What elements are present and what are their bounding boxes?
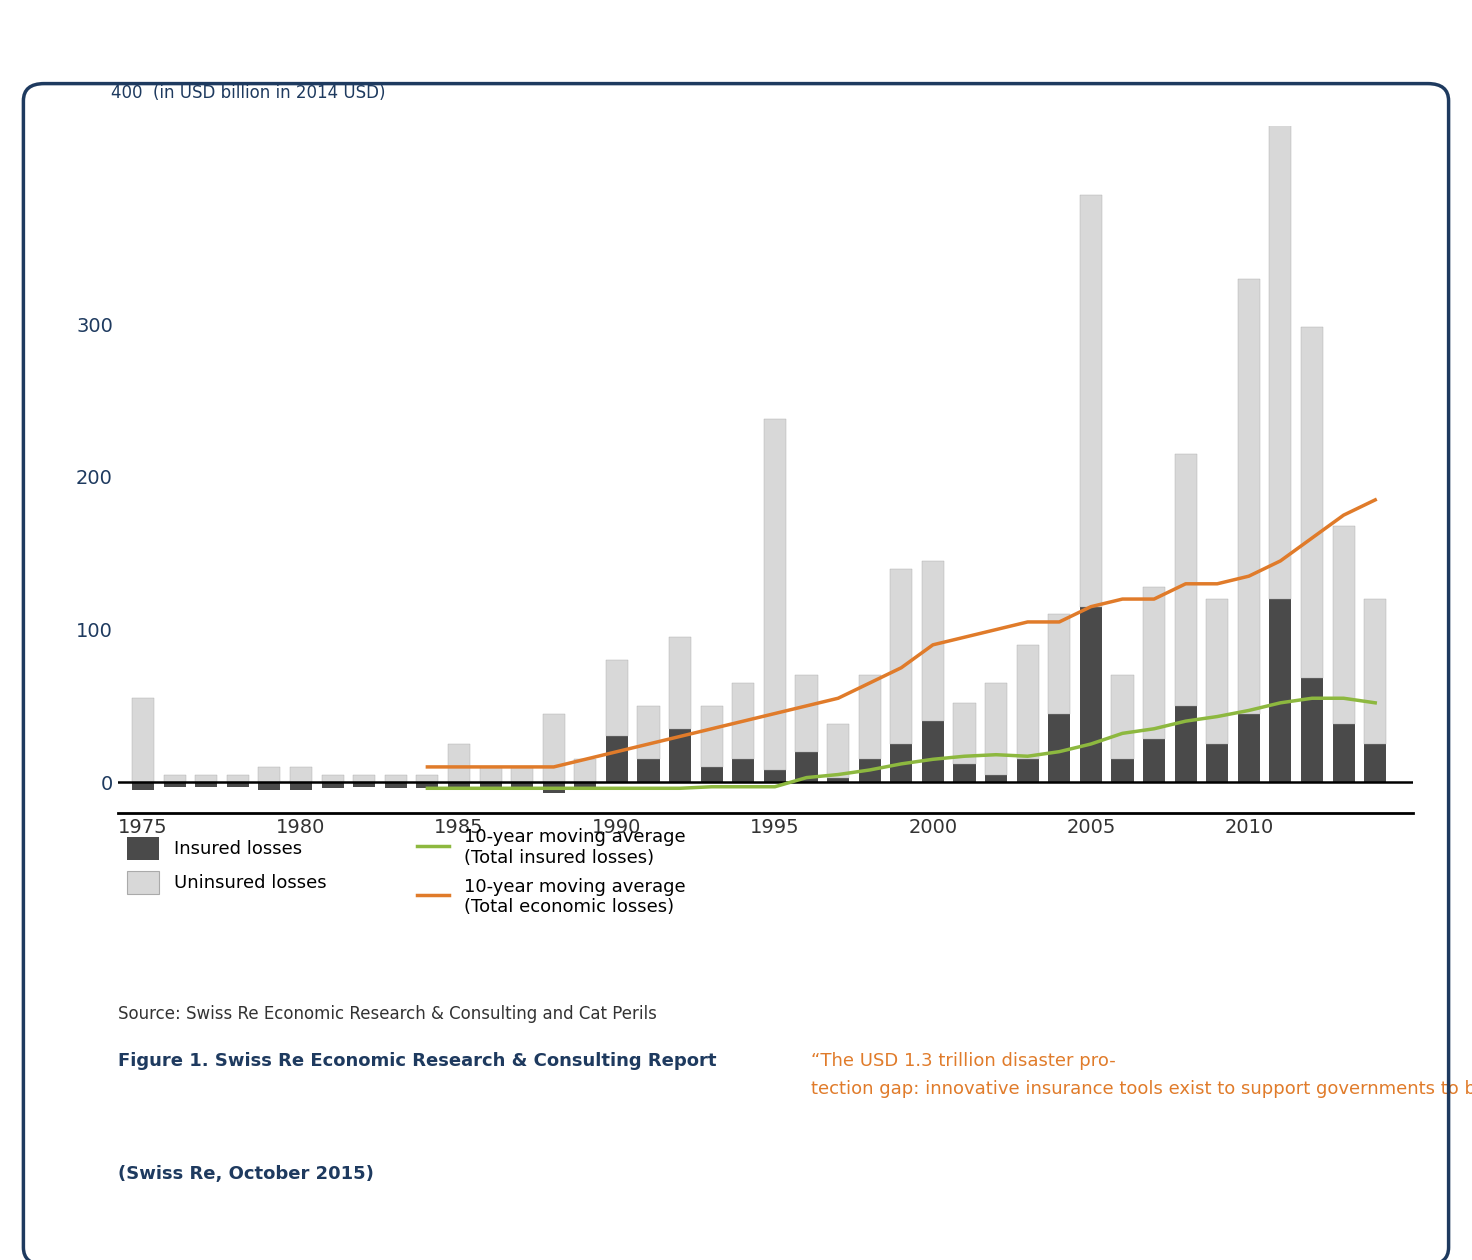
Bar — [670, 728, 692, 782]
Bar — [637, 760, 659, 782]
Bar — [480, 767, 502, 782]
Bar — [353, 782, 375, 786]
Bar — [921, 721, 944, 782]
Bar — [480, 782, 502, 786]
Bar — [985, 683, 1007, 775]
Bar — [1332, 724, 1354, 782]
Bar — [132, 698, 155, 782]
Bar — [384, 782, 406, 789]
Bar — [543, 713, 565, 782]
Bar — [447, 743, 470, 782]
Bar — [637, 706, 659, 760]
Bar — [1365, 743, 1387, 782]
Bar — [353, 775, 375, 782]
Bar — [511, 767, 533, 782]
Bar — [1365, 598, 1387, 743]
Bar — [1080, 607, 1103, 782]
Text: Source: Swiss Re Economic Research & Consulting and Cat Perils: Source: Swiss Re Economic Research & Con… — [118, 1005, 657, 1023]
Bar — [290, 767, 312, 782]
Bar — [1269, 598, 1291, 782]
Bar — [732, 683, 754, 760]
Bar — [227, 782, 249, 786]
Bar — [259, 782, 281, 790]
Bar — [670, 638, 692, 728]
Bar — [227, 775, 249, 782]
Bar — [891, 743, 913, 782]
Bar — [1080, 195, 1103, 607]
Bar — [511, 782, 533, 790]
Bar — [1238, 713, 1260, 782]
Bar — [290, 782, 312, 790]
Bar — [827, 777, 849, 782]
Bar — [384, 775, 406, 782]
Bar — [1017, 760, 1039, 782]
Bar — [606, 660, 629, 736]
Bar — [1142, 740, 1166, 782]
Text: “The USD 1.3 trillion disaster pro-
tection gap: innovative insurance tools exis: “The USD 1.3 trillion disaster pro- tect… — [811, 1052, 1472, 1097]
Bar — [259, 767, 281, 782]
Bar — [921, 561, 944, 721]
Bar — [1111, 675, 1133, 760]
Bar — [1301, 678, 1323, 782]
Bar — [1206, 598, 1228, 743]
Text: 400  (in USD billion in 2014 USD): 400 (in USD billion in 2014 USD) — [112, 84, 386, 102]
Bar — [321, 775, 343, 782]
Bar — [1175, 454, 1197, 706]
Text: Natural catastrophe losses: Insured vs uninsured losses, 1975-2014: Natural catastrophe losses: Insured vs u… — [32, 33, 1151, 62]
Bar — [701, 706, 723, 767]
Bar — [954, 764, 976, 782]
Bar — [764, 770, 786, 782]
Bar — [1142, 587, 1166, 740]
Bar — [985, 775, 1007, 782]
Bar — [321, 782, 343, 789]
Bar — [701, 767, 723, 782]
Bar — [732, 760, 754, 782]
Bar — [447, 782, 470, 790]
Bar — [954, 703, 976, 764]
Text: (Swiss Re, October 2015): (Swiss Re, October 2015) — [118, 1166, 374, 1183]
Bar — [858, 675, 880, 760]
Bar — [417, 782, 439, 789]
Bar — [574, 782, 596, 790]
Bar — [1175, 706, 1197, 782]
Legend: Insured losses, Uninsured losses, 10-year moving average
(Total insured losses),: Insured losses, Uninsured losses, 10-yea… — [127, 828, 684, 916]
Bar — [1332, 525, 1354, 724]
Bar — [196, 775, 218, 782]
Bar — [1301, 328, 1323, 678]
Bar — [764, 420, 786, 770]
Bar — [132, 782, 155, 790]
Bar — [196, 782, 218, 786]
Bar — [1111, 760, 1133, 782]
Bar — [858, 760, 880, 782]
Bar — [1048, 615, 1070, 713]
Bar — [1269, 0, 1291, 598]
Bar — [606, 736, 629, 782]
Bar — [543, 782, 565, 793]
Bar — [827, 724, 849, 777]
Text: Figure 1. Swiss Re Economic Research & Consulting Report: Figure 1. Swiss Re Economic Research & C… — [118, 1052, 723, 1070]
Bar — [1017, 645, 1039, 760]
Bar — [1238, 278, 1260, 713]
Bar — [163, 775, 185, 782]
Bar — [795, 752, 817, 782]
Bar — [1206, 743, 1228, 782]
Bar — [795, 675, 817, 752]
Bar — [1048, 713, 1070, 782]
Bar — [891, 568, 913, 743]
Bar — [417, 775, 439, 782]
Bar — [574, 760, 596, 782]
Bar — [163, 782, 185, 786]
